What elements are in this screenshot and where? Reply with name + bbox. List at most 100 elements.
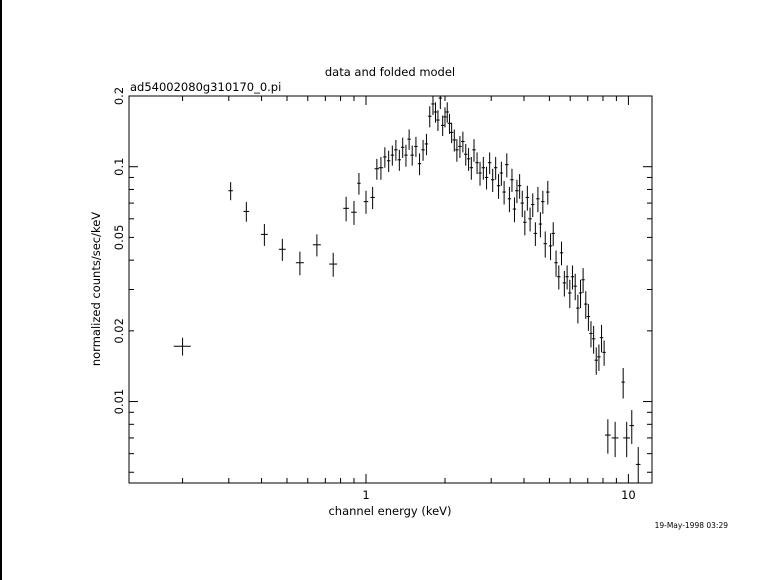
data-point [228, 182, 233, 201]
y-axis-label: normalized counts/sec/keV [89, 212, 103, 366]
data-point [493, 156, 498, 180]
data-point [410, 145, 414, 166]
y-tick-label: 0.1 [112, 158, 126, 176]
data-point [559, 241, 564, 266]
data-point [533, 222, 538, 246]
data-point [394, 139, 398, 161]
data-point [173, 337, 191, 356]
data-point [496, 174, 501, 199]
data-point [386, 150, 391, 172]
x-axis-label: channel energy (keV) [328, 504, 451, 518]
y-tick-label: 0.2 [112, 87, 126, 105]
data-point [499, 161, 504, 186]
data-point [512, 197, 517, 223]
data-point [502, 180, 506, 205]
data-point [487, 152, 492, 175]
x-tick-label: 10 [621, 488, 636, 502]
data-point [260, 224, 268, 246]
data-point [343, 196, 349, 222]
axis-ticks [129, 95, 652, 483]
data-point [278, 238, 286, 261]
data-point [523, 210, 527, 236]
data-point [443, 107, 447, 128]
data-point [478, 161, 482, 186]
data-point [505, 153, 509, 178]
data-point [551, 222, 555, 246]
data-point [475, 152, 479, 175]
data-point [591, 325, 596, 354]
data-point [417, 153, 422, 176]
data-point [536, 186, 540, 213]
data-point [604, 419, 611, 454]
data-point [374, 158, 380, 180]
x-tick-label: 1 [362, 488, 369, 502]
data-point [363, 190, 369, 214]
data-point [562, 270, 567, 297]
data-point [466, 148, 471, 171]
y-tick-label: 0.01 [112, 389, 126, 415]
data-point [515, 179, 519, 204]
timestamp: 19-May-1998 03:29 [655, 521, 729, 530]
data-point [407, 129, 411, 150]
data-point [584, 291, 588, 319]
data-point [599, 324, 604, 353]
data-point [510, 168, 514, 193]
data-point [517, 174, 522, 199]
data-point [531, 193, 535, 218]
data-point [484, 166, 489, 190]
data-point [594, 347, 598, 375]
data-point [312, 234, 321, 257]
data-point [546, 180, 550, 205]
data-point [436, 110, 440, 131]
data-point [447, 113, 452, 134]
data-point [621, 367, 625, 399]
data-point [528, 207, 532, 232]
data-point [370, 186, 375, 210]
data-point [455, 139, 459, 162]
data-point [481, 156, 486, 180]
plot-frame [128, 95, 653, 484]
data-point [568, 279, 572, 309]
data-point [428, 106, 432, 128]
data-point [576, 294, 580, 324]
data-point [440, 115, 445, 137]
data-point [586, 304, 591, 331]
data-point [243, 202, 250, 222]
data-point [383, 147, 387, 168]
data-point [449, 122, 454, 144]
data-point [623, 421, 631, 458]
data-point [548, 233, 553, 261]
data-point [421, 139, 425, 161]
data-point [461, 131, 465, 153]
data-point [472, 139, 476, 162]
data-point [295, 251, 304, 276]
data-point [557, 265, 561, 290]
data-point [581, 268, 585, 293]
window-left-border [0, 0, 2, 580]
data-point [351, 200, 357, 225]
data-point [490, 168, 495, 193]
data-point [602, 340, 606, 366]
data-point [520, 190, 524, 218]
y-tick-label: 0.02 [112, 318, 126, 344]
data-point [378, 156, 384, 180]
data-point [438, 96, 443, 110]
data-point [424, 133, 429, 156]
data-point [404, 144, 408, 167]
y-tick-label: 0.05 [112, 225, 126, 251]
data-point [464, 143, 468, 166]
data-point [611, 421, 619, 458]
data-point [329, 252, 338, 277]
data-point [543, 231, 547, 258]
data-point [431, 96, 435, 116]
data-point [597, 344, 601, 371]
data-points [173, 96, 641, 483]
data-point [565, 265, 569, 290]
data-point [357, 173, 361, 195]
data-point [469, 156, 474, 180]
data-point [578, 279, 583, 309]
data-point [452, 129, 456, 152]
chart-subtitle: ad54002080g310170_0.pi [130, 80, 281, 94]
data-point [390, 145, 395, 166]
